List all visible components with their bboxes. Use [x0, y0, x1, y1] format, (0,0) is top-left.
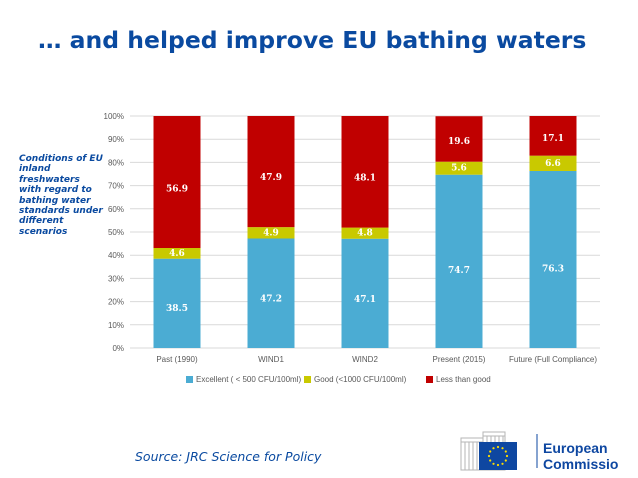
data-label-good: 4.9 — [263, 228, 279, 238]
bar-excellent — [341, 238, 389, 348]
bar-less-than-good — [153, 116, 201, 249]
flag-star-icon — [492, 447, 495, 450]
legend-swatch — [186, 376, 193, 383]
source-note: Source: JRC Science for Policy — [135, 449, 322, 464]
data-label-excellent: 47.2 — [260, 295, 282, 305]
y-tick-label: 90% — [108, 135, 124, 144]
legend-entry: Excellent ( < 500 CFU/100ml) — [196, 375, 301, 384]
y-tick-label: 20% — [108, 298, 124, 307]
y-tick-label: 10% — [108, 321, 124, 330]
legend-entry: Good (<1000 CFU/100ml) — [314, 375, 407, 384]
y-tick-label: 100% — [104, 112, 124, 121]
flag-star-icon — [492, 462, 495, 465]
x-tick-label: Future (Full Compliance) — [509, 355, 597, 364]
data-label-good: 6.6 — [545, 159, 561, 169]
flag-star-icon — [496, 445, 500, 449]
data-label-less-than-good: 56.9 — [166, 185, 188, 195]
x-tick-label: Present (2015) — [433, 355, 486, 364]
data-label-good: 5.6 — [451, 164, 467, 174]
legend-entry: Less than good — [436, 375, 491, 384]
legend-swatch — [426, 376, 433, 383]
y-tick-label: 30% — [108, 274, 124, 283]
bar-less-than-good — [247, 116, 295, 228]
data-label-excellent: 38.5 — [166, 304, 188, 314]
data-label-less-than-good: 48.1 — [354, 173, 376, 183]
bar-excellent — [435, 174, 483, 348]
bar-good — [529, 155, 577, 171]
bar-good — [341, 227, 389, 239]
y-tick-label: 80% — [108, 158, 124, 167]
logo-text-commission: Commission — [543, 456, 619, 472]
stacked-bar-chart: 0% 10% 20% 30% 40% 50% 60% 70% 80% 90% 100% 38.5 4.6… — [104, 112, 600, 384]
data-label-excellent: 76.3 — [542, 264, 564, 274]
flag-star-icon — [496, 463, 500, 467]
slide-title: … and helped improve EU bathing waters — [38, 26, 587, 54]
y-tick-label: 70% — [108, 182, 124, 191]
data-label-excellent: 74.7 — [448, 266, 470, 276]
x-tick-label: Past (1990) — [156, 355, 198, 364]
y-tick-label: 0% — [112, 344, 124, 353]
data-label-less-than-good: 19.6 — [448, 137, 470, 147]
logo-text-european: European — [543, 440, 608, 456]
european-commission-logo: European Commission — [460, 431, 619, 472]
x-tick-label: WIND2 — [352, 355, 378, 364]
data-label-good: 4.6 — [169, 249, 185, 259]
legend-swatch — [304, 376, 311, 383]
bar-good — [153, 248, 201, 259]
flag-star-icon — [504, 450, 507, 453]
eu-flag-icon — [479, 442, 517, 470]
flag-star-icon — [501, 462, 504, 465]
chart-description: Conditions of EU inland freshwaters with… — [19, 154, 103, 237]
bar-less-than-good — [529, 116, 577, 156]
y-tick-label: 60% — [108, 205, 124, 214]
y-tick-label: 50% — [108, 228, 124, 237]
flag-star-icon — [505, 454, 509, 458]
data-label-less-than-good: 17.1 — [542, 134, 564, 144]
data-label-excellent: 47.1 — [354, 295, 376, 305]
bar-less-than-good — [435, 116, 483, 162]
bar-excellent — [153, 258, 201, 348]
x-tick-label: WIND1 — [258, 355, 284, 364]
flag-star-icon — [489, 450, 492, 453]
y-tick-label: 40% — [108, 251, 124, 260]
data-label-good: 4.8 — [357, 229, 373, 239]
bar-good — [247, 227, 295, 239]
bar-less-than-good — [341, 116, 389, 228]
bar-good — [435, 161, 483, 175]
flag-star-icon — [504, 459, 507, 462]
bar-excellent — [247, 238, 295, 348]
data-label-less-than-good: 47.9 — [260, 173, 282, 183]
flag-star-icon — [489, 459, 492, 462]
bar-excellent — [529, 170, 577, 348]
flag-star-icon — [501, 447, 504, 450]
flag-star-icon — [487, 454, 491, 458]
